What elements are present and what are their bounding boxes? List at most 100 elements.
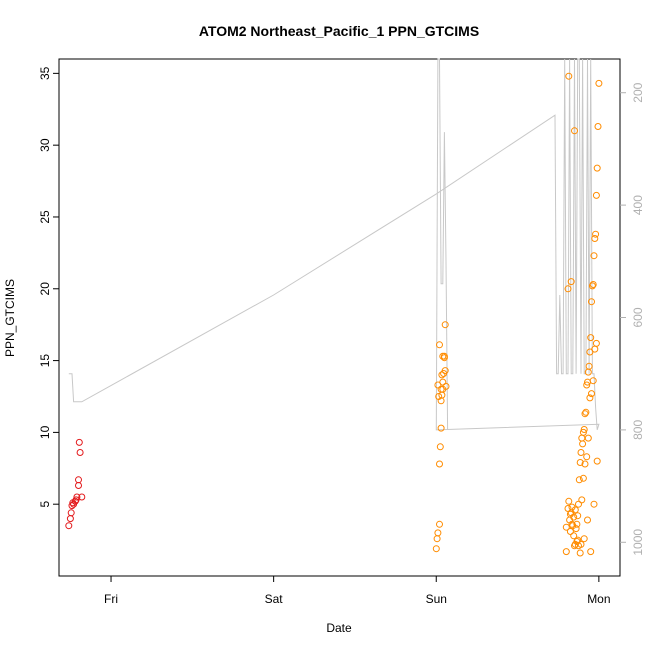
chart-title: ATOM2 Northeast_Pacific_1 PPN_GTCIMS — [199, 23, 479, 39]
data-point — [78, 493, 86, 501]
data-point — [68, 502, 76, 510]
data-point — [434, 529, 442, 537]
data-point — [588, 282, 596, 290]
data-point — [583, 381, 591, 389]
y2-tick-label: 400 — [631, 195, 645, 215]
data-point — [565, 72, 573, 80]
pressure-line-group — [68, 58, 600, 431]
data-point — [585, 362, 593, 370]
y2-tick-label: 800 — [631, 420, 645, 440]
data-point — [595, 79, 603, 87]
y-tick-label: 10 — [38, 425, 52, 439]
data-point — [591, 235, 599, 242]
data-point — [589, 377, 597, 385]
data-point — [65, 522, 73, 530]
data-point — [441, 321, 449, 329]
data-point — [579, 440, 587, 448]
y2-tick-label: 1000 — [631, 529, 645, 556]
x-axis-label: Date — [326, 621, 352, 635]
data-point — [588, 298, 595, 306]
data-point — [76, 449, 84, 456]
data-point — [75, 476, 82, 484]
data-point — [437, 424, 445, 432]
data-point — [564, 505, 572, 512]
y-tick-label: 30 — [38, 138, 52, 152]
plot-frame — [58, 58, 621, 577]
y-tick-label: 35 — [38, 66, 52, 80]
data-point — [592, 230, 600, 238]
data-point — [573, 520, 581, 528]
data-point — [587, 548, 595, 556]
data-point — [590, 252, 598, 260]
data-point — [572, 525, 580, 533]
data-point — [566, 528, 574, 535]
data-point — [577, 540, 585, 548]
data-point — [567, 278, 575, 286]
data-point — [562, 523, 570, 531]
data-point — [562, 548, 570, 556]
data-point — [592, 191, 600, 199]
y-tick-label: 5 — [38, 501, 52, 508]
y-tick-label: 25 — [38, 210, 52, 224]
data-point — [434, 381, 442, 389]
data-point — [576, 549, 584, 557]
data-point — [568, 520, 576, 528]
data-point — [580, 426, 588, 433]
data-point — [579, 428, 587, 436]
data-point — [594, 123, 602, 130]
y-tick-label: 20 — [38, 282, 52, 296]
scatter-points-group — [65, 72, 603, 557]
data-point — [576, 459, 584, 466]
data-point — [436, 341, 443, 349]
data-point — [571, 127, 578, 135]
data-point — [588, 390, 595, 398]
data-point — [436, 460, 443, 468]
data-point — [564, 285, 572, 293]
data-point — [439, 352, 447, 360]
data-point — [75, 482, 82, 489]
data-point — [579, 474, 587, 482]
data-point — [575, 476, 583, 484]
data-point — [75, 438, 83, 446]
data-point — [574, 536, 582, 544]
data-point — [583, 453, 591, 461]
data-point — [571, 506, 579, 514]
data-point — [433, 535, 441, 543]
data-point — [73, 493, 81, 501]
data-point — [66, 515, 74, 523]
data-point — [584, 434, 592, 442]
data-point — [570, 532, 578, 540]
data-point — [584, 516, 591, 524]
data-point — [592, 339, 600, 347]
data-point — [586, 394, 594, 402]
data-point — [435, 393, 443, 400]
y2-tick-label: 600 — [631, 307, 645, 327]
data-point — [71, 497, 79, 505]
axes-group: 5 10 15 20 25 30 35 200 400 600 800 1000 Fri Sat Sun Mo… — [38, 66, 645, 606]
data-point — [575, 500, 582, 508]
data-point — [590, 500, 598, 508]
data-point — [436, 443, 444, 451]
data-point — [581, 410, 589, 418]
y-tick-label: 15 — [38, 354, 52, 368]
data-point — [578, 496, 586, 504]
data-point — [577, 449, 585, 456]
data-point — [437, 385, 445, 393]
x-tick-label: Sat — [265, 592, 284, 606]
y2-tick-label: 200 — [631, 82, 645, 102]
data-point — [72, 496, 80, 504]
data-point — [441, 367, 449, 375]
data-point — [574, 512, 582, 520]
x-tick-label: Sun — [426, 592, 447, 606]
data-point — [589, 281, 597, 288]
data-point — [587, 334, 595, 342]
x-tick-label: Fri — [104, 592, 118, 606]
y-axis-label: PPN_GTCIMS — [3, 279, 17, 357]
data-point — [581, 460, 589, 468]
data-point — [565, 497, 573, 505]
data-point — [432, 545, 440, 553]
data-point — [582, 408, 590, 416]
data-point — [593, 457, 601, 465]
data-point — [570, 513, 578, 521]
